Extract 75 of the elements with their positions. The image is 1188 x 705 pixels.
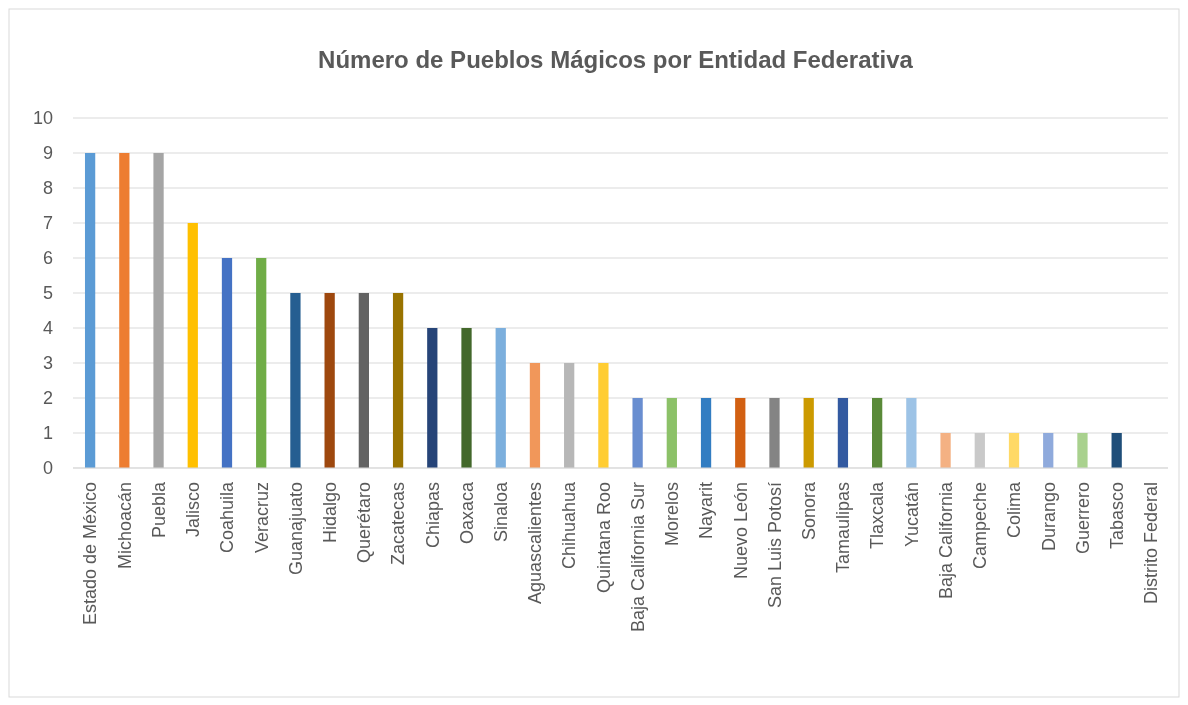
x-tick-label: Colima [1004,481,1025,539]
x-tick-label: Campeche [970,482,991,570]
x-tick-label: Baja California Sur [627,482,648,633]
bar [666,398,677,468]
x-tick-label: Durango [1038,482,1059,552]
y-tick-label: 2 [42,388,53,409]
bar [564,363,575,468]
y-tick-label: 4 [42,318,53,339]
x-tick-label: Yucatán [901,482,922,548]
x-tick-label: Nayarit [696,482,717,540]
chart-title: Número de Pueblos Mágicos por Entidad Federativa [318,46,914,73]
bar [119,153,130,468]
bar [84,153,96,468]
bar [1077,433,1088,468]
x-tick-label: Querétaro [354,482,375,564]
x-tick-label: Aguascalientes [525,482,546,605]
x-tick-label: Sinaloa [491,481,512,543]
bar [529,363,541,468]
x-tick-label: Distrito Federal [1141,482,1162,605]
bar [324,293,335,468]
x-tick-label: Chiapas [422,482,443,549]
x-tick-label: Guerrero [1072,482,1093,555]
bar [187,223,198,468]
y-tick-label: 10 [32,108,53,129]
bar [153,153,164,468]
x-tick-label: Quintana Roo [593,482,614,594]
bar [940,433,951,468]
bar [392,293,404,468]
bar [872,398,883,468]
y-tick-label: 5 [42,283,53,304]
y-tick-label: 6 [42,248,53,269]
bar [735,398,746,468]
bar [256,258,267,468]
x-tick-label: Baja California [935,481,956,600]
bar [632,398,643,468]
bar [803,398,814,468]
bar [358,293,369,468]
x-tick-label: San Luis Potosí [764,482,785,609]
bar [461,328,472,468]
bar [290,293,301,468]
x-tick-label: Puebla [148,481,169,539]
y-tick-label: 8 [42,178,53,199]
bar [1111,433,1122,468]
x-tick-label: Veracruz [251,482,272,554]
x-tick-label: Tabasco [1106,482,1127,550]
x-tick-label: Tamaulipas [833,482,854,574]
bar [906,398,917,468]
bar [1043,433,1054,468]
x-tick-label: Morelos [662,482,683,547]
bar [769,398,780,468]
y-tick-label: 9 [42,143,53,164]
bar [427,328,438,468]
x-tick-label: Sonora [799,481,819,541]
bar [700,398,712,468]
x-tick-label: Nuevo León [730,482,751,580]
x-tick-label: Hidalgo [319,482,340,544]
bar [221,258,233,468]
x-tick-label: Zacatecas [388,482,409,566]
x-tick-label: Estado de México [80,482,101,626]
x-tick-label: Coahuila [217,481,238,554]
y-tick-label: 7 [42,213,53,234]
bar [598,363,609,468]
x-tick-label: Michoacán [114,482,135,570]
y-tick-label: 1 [42,423,53,444]
x-tick-label: Tlaxcala [867,481,888,550]
bar [1008,433,1020,468]
x-tick-label: Guanajuato [285,482,306,576]
bar [495,328,506,468]
y-tick-label: 3 [42,353,53,374]
x-tick-label: Oaxaca [456,481,477,545]
x-tick-label: Jalisco [183,482,204,538]
y-tick-label: 0 [42,458,53,479]
x-tick-label: Chihuahua [559,481,580,570]
bar [837,398,849,468]
bar [974,433,985,468]
